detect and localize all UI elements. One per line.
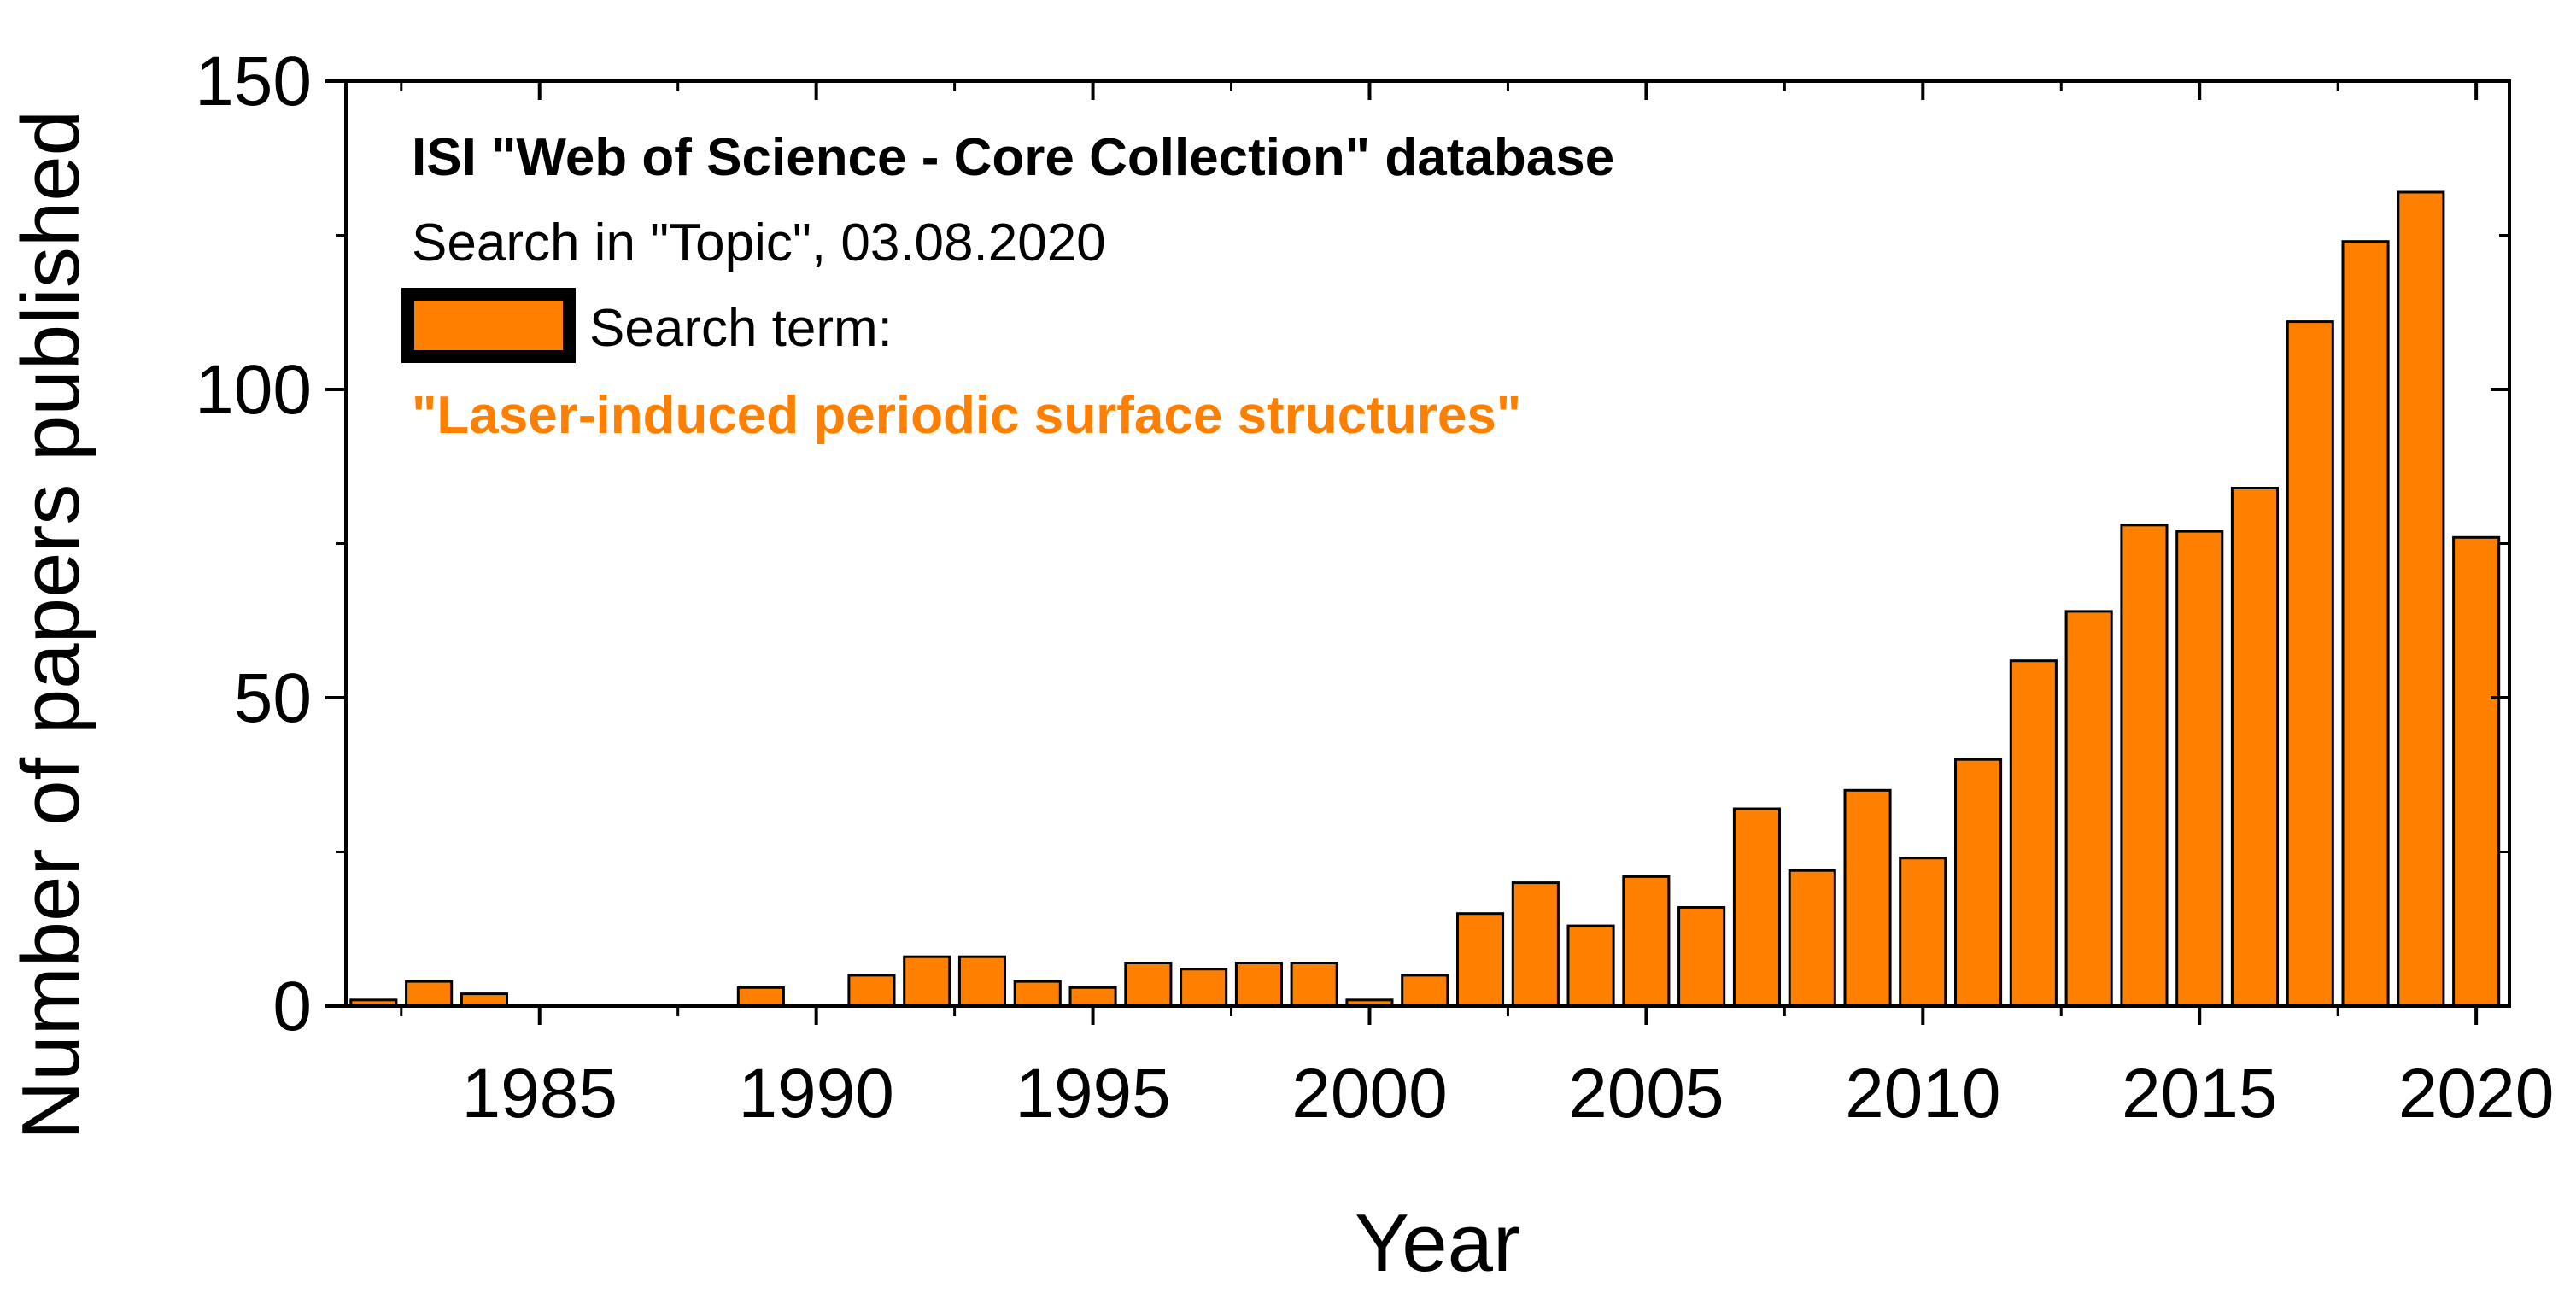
bar-2006 [1677, 906, 1726, 1008]
bar-2001 [1401, 974, 1449, 1008]
x-tick-label-2010: 2010 [1845, 1055, 2000, 1132]
bar-2008 [1788, 869, 1836, 1008]
x-tick-label-2005: 2005 [1568, 1055, 1724, 1132]
x-tick-label-1990: 1990 [738, 1055, 893, 1132]
x-tick-label-2000: 2000 [1291, 1055, 1447, 1132]
bar-2003 [1511, 881, 1560, 1008]
y-tick-label-0: 0 [272, 968, 312, 1045]
bar-2017 [2286, 320, 2334, 1008]
legend: ISI "Web of Science - Core Collection" d… [401, 128, 1614, 445]
bar-1997 [1180, 968, 1228, 1008]
bar-2005 [1622, 875, 1671, 1008]
bar-2004 [1566, 924, 1615, 1008]
bar-2020 [2452, 535, 2501, 1008]
bar-2019 [2397, 190, 2445, 1008]
y-axis-title: Number of papers published [5, 110, 97, 1140]
bar-1995 [1068, 986, 1117, 1008]
bar-1991 [847, 974, 896, 1008]
bar-1999 [1290, 962, 1338, 1008]
x-axis-title: Year [1355, 1197, 1520, 1289]
legend-entry-label: Search term: [589, 299, 893, 358]
y-tick-label-150: 150 [195, 43, 312, 120]
bar-2015 [2175, 530, 2224, 1008]
bar-1993 [957, 955, 1007, 1008]
bar-2009 [1843, 788, 1892, 1008]
bar-2011 [1954, 758, 2003, 1008]
x-tick-label-1995: 1995 [1015, 1055, 1170, 1132]
bar-1992 [903, 955, 951, 1008]
x-tick-label-2015: 2015 [2122, 1055, 2277, 1132]
bar-1998 [1234, 962, 1284, 1008]
ticks-group: 1985 1990 1995 2000 2005 2010 2015 2020 0 50 100 15… [195, 43, 2554, 1132]
legend-swatch [413, 299, 565, 352]
bar-2013 [2064, 610, 2113, 1008]
legend-title: ISI "Web of Science - Core Collection" d… [412, 128, 1614, 187]
bar-2010 [1899, 857, 1947, 1008]
bar-1996 [1124, 962, 1173, 1008]
bar-1984 [460, 992, 509, 1008]
y-tick-label-50: 50 [234, 659, 312, 737]
legend-search-term: "Laser-induced periodic surface structur… [412, 386, 1521, 445]
x-tick-label-2020: 2020 [2398, 1055, 2554, 1132]
bar-2002 [1456, 912, 1505, 1008]
y-tick-label-100: 100 [195, 351, 312, 429]
bar-2007 [1732, 807, 1782, 1008]
bar-2014 [2120, 524, 2169, 1008]
bar-2012 [2009, 659, 2058, 1008]
bar-1994 [1013, 980, 1062, 1008]
legend-subtitle: Search in "Topic", 03.08.2020 [412, 214, 1106, 272]
bar-2016 [2230, 487, 2279, 1008]
bar-1989 [736, 986, 785, 1008]
bar-2018 [2341, 240, 2390, 1008]
x-tick-label-1985: 1985 [462, 1055, 618, 1132]
bar-1983 [405, 980, 454, 1008]
